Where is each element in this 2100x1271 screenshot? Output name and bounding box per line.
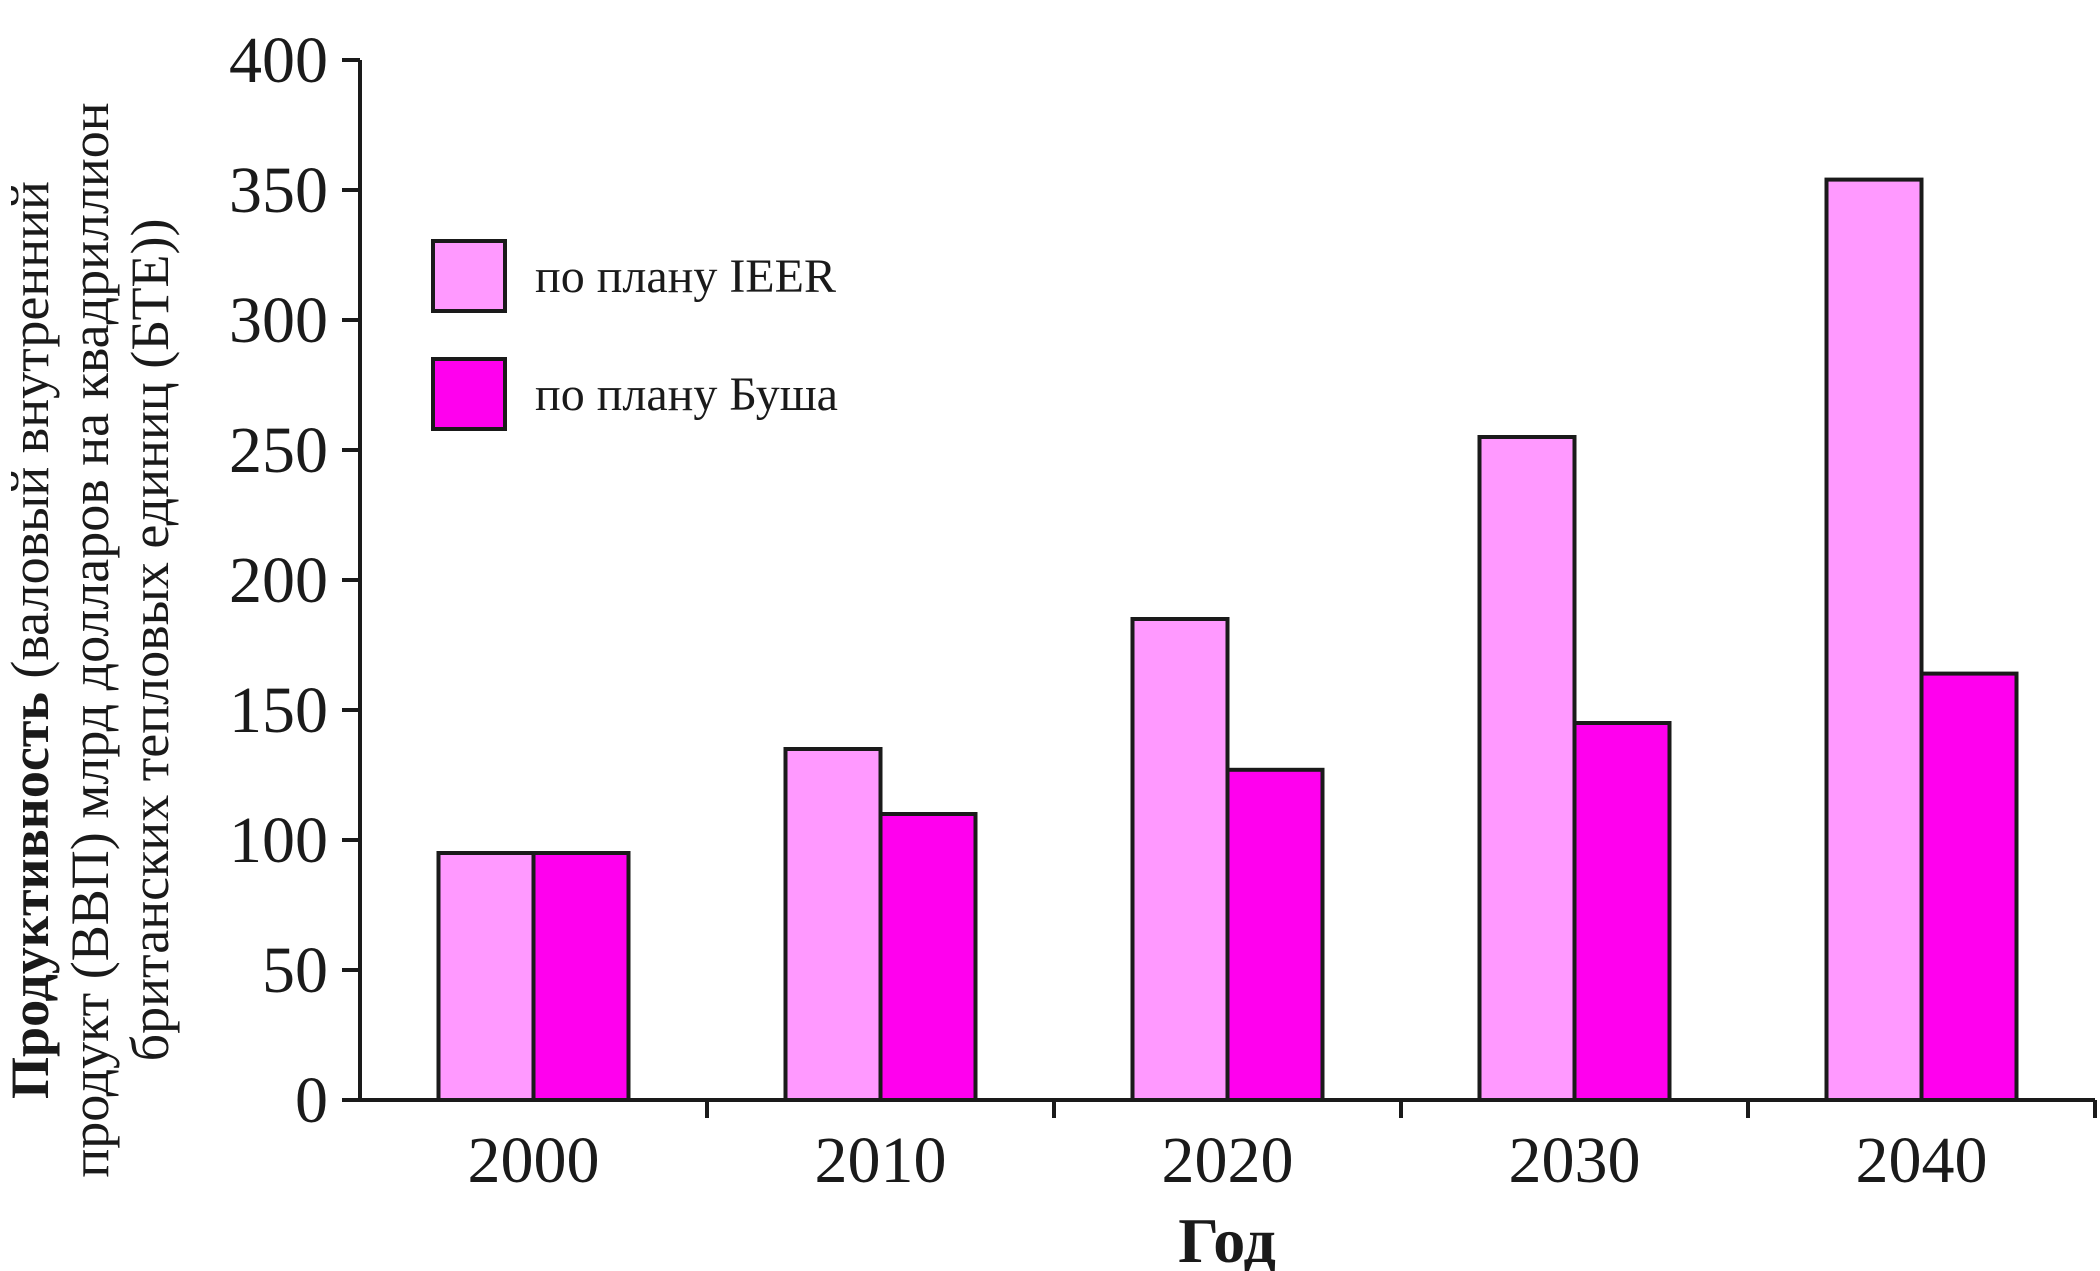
x-tick-label-2020: 2020 [1162,1124,1294,1197]
bar-ieer-2000 [436,851,536,1102]
y-tick-label-200: 200 [229,544,328,617]
bar-ieer-2010 [783,747,883,1102]
legend: по плану IEER по плану Буша [431,239,838,431]
bar-bush-2000 [531,851,631,1102]
x-axis-title: Год [1178,1205,1276,1271]
ticks-group: 0 50 100 150 200 250 300 350 400 2000 2010 2020 2030… [229,24,2097,1197]
y-tick-label-300: 300 [229,284,328,357]
x-tick-label-2000: 2000 [468,1124,600,1197]
y-tick-label-100: 100 [229,804,328,877]
y-tick-label-250: 250 [229,414,328,487]
bar-ieer-2030 [1477,435,1577,1102]
legend-label-ieer: по плану IEER [535,250,836,303]
y-tick-label-150: 150 [229,674,328,747]
svg-text:Продуктивность (валовый внутре: Продуктивность (валовый внутренний [0,181,60,1099]
y-axis-title-line2: продукт (ВВП) млрд долларов на квадрилли… [60,102,120,1177]
bars-group [436,177,2019,1103]
bar-ieer-2040 [1824,177,1924,1103]
x-tick-label-2040: 2040 [1856,1124,1988,1197]
bar-bush-2020 [1225,767,1325,1102]
y-tick-label-400: 400 [229,24,328,97]
y-axis-title-line1: (валовый внутренний [0,181,60,692]
y-axis-title-bold: Продуктивность [0,692,60,1099]
x-tick-label-2030: 2030 [1509,1124,1641,1197]
bar-bush-2030 [1572,721,1672,1102]
bar-bush-2010 [878,812,978,1102]
y-tick-label-350: 350 [229,154,328,227]
y-axis-title-line3: британских тепловых единиц (БТЕ)) [120,219,180,1062]
y-tick-label-0: 0 [295,1064,328,1137]
bar-ieer-2020 [1130,617,1230,1102]
x-tick-label-2010: 2010 [815,1124,947,1197]
y-tick-label-50: 50 [262,934,328,1007]
bar-bush-2040 [1919,671,2019,1102]
legend-swatch-bush [431,357,507,431]
legend-label-bush: по плану Буша [535,368,838,421]
y-axis-title: Продуктивность (валовый внутренний проду… [0,102,180,1177]
legend-swatch-ieer [431,239,507,313]
